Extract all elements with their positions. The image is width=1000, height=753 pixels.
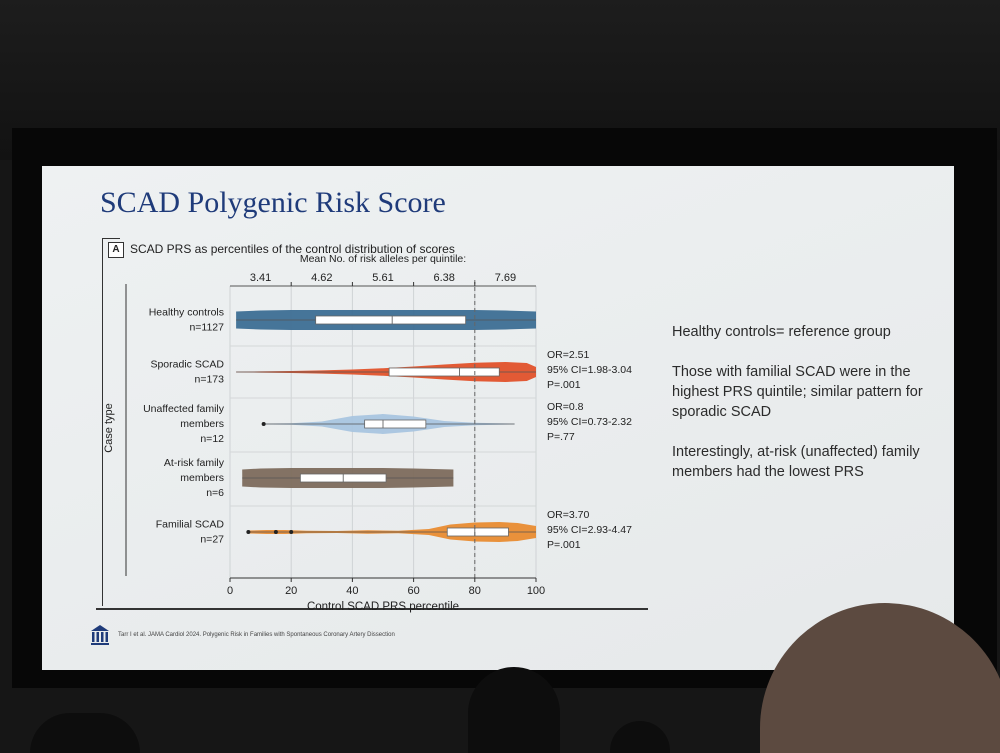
group-label-sporadic: n=173 — [195, 374, 225, 386]
y-axis-title: Case type — [103, 403, 115, 453]
group-label-unaffected: Unaffected family — [143, 403, 225, 415]
outlier-unaffected — [261, 422, 266, 426]
panel-bracket-left — [102, 238, 103, 606]
stat-unaffected: 95% CI=0.73-2.32 — [547, 416, 632, 428]
panel-bracket-bottom — [96, 608, 648, 610]
top-axis-title: Mean No. of risk alleles per quintile: — [300, 253, 466, 265]
group-label-unaffected: members — [180, 418, 224, 430]
panel-title: SCAD PRS as percentiles of the control d… — [130, 242, 455, 256]
stat-unaffected: P=.77 — [547, 431, 575, 443]
stat-familial: P=.001 — [547, 539, 581, 551]
x-tick-label: 100 — [527, 585, 545, 597]
stat-sporadic: 95% CI=1.98-3.04 — [547, 364, 632, 376]
x-tick-label: 40 — [346, 585, 358, 597]
x-tick-label: 20 — [285, 585, 297, 597]
slide-notes: Healthy controls= reference group Those … — [672, 322, 942, 502]
group-label-atrisk: At-risk family — [164, 457, 225, 469]
box-sporadic — [388, 367, 500, 377]
violin-layer — [236, 310, 537, 542]
group-label-atrisk: members — [180, 472, 224, 484]
note-reference-group: Healthy controls= reference group — [672, 324, 891, 340]
stat-unaffected: OR=0.8 — [547, 401, 584, 413]
panel-bracket-top — [102, 238, 120, 239]
quintile-mean-label: 4.62 — [311, 272, 332, 284]
group-label-familial: n=27 — [200, 534, 224, 546]
quintile-mean-label: 7.69 — [495, 272, 516, 284]
stat-sporadic: OR=2.51 — [547, 349, 589, 361]
axis-layer — [125, 280, 537, 582]
quintile-mean-label: 3.41 — [250, 272, 271, 284]
text-layer: Healthy controls n=1127 Sporadic SCAD n=173… — [103, 253, 632, 613]
slide-footer: Tarr I et al. JAMA Cardiol 2024. Polygen… — [90, 624, 395, 646]
violin-chart: Healthy controls n=1127 Sporadic SCAD n=173… — [103, 253, 632, 613]
x-tick-label: 80 — [469, 585, 481, 597]
stat-familial: 95% CI=2.93-4.47 — [547, 524, 632, 536]
group-label-healthy: Healthy controls — [149, 307, 224, 319]
x-tick-label: 0 — [227, 585, 233, 597]
note-familial-quintile: Those with familial SCAD were in the hig… — [672, 364, 923, 420]
x-tick-label: 60 — [407, 585, 419, 597]
audience-head-center — [468, 667, 560, 753]
group-label-familial: Familial SCAD — [156, 519, 225, 531]
panel-letter: A — [108, 242, 124, 258]
slide-title: SCAD Polygenic Risk Score — [100, 186, 446, 219]
group-label-unaffected: n=12 — [200, 433, 224, 445]
x-axis-title: Control SCAD PRS percentile — [307, 601, 459, 613]
institution-logo-icon — [91, 625, 109, 645]
quintile-mean-label: 6.38 — [433, 272, 454, 284]
outlier-familial — [273, 530, 278, 534]
quintile-mean-label: 5.61 — [372, 272, 393, 284]
audience-head-left — [30, 713, 140, 753]
group-label-sporadic: Sporadic SCAD — [150, 359, 224, 371]
outlier-familial — [246, 530, 251, 534]
outlier-familial — [289, 530, 294, 534]
stat-familial: OR=3.70 — [547, 509, 589, 521]
box-unaffected — [364, 419, 427, 429]
box-familial — [446, 527, 509, 537]
group-label-healthy: n=1127 — [189, 322, 224, 334]
footer-citation: Tarr I et al. JAMA Cardiol 2024. Polygen… — [118, 632, 395, 638]
note-at-risk-lowest: Interestingly, at-risk (unaffected) fami… — [672, 444, 920, 480]
presentation-slide: SCAD Polygenic Risk Score A SCAD PRS as … — [42, 166, 954, 670]
group-label-atrisk: n=6 — [206, 487, 224, 499]
stat-sporadic: P=.001 — [547, 379, 581, 391]
box-healthy — [315, 315, 467, 325]
audience-head-small — [610, 721, 670, 753]
